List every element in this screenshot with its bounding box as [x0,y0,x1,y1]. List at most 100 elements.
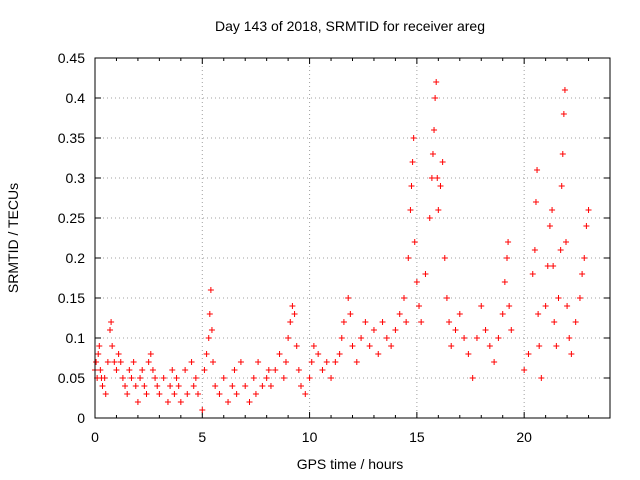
data-point [225,399,232,405]
data-point [139,367,146,373]
data-point [143,391,150,397]
data-point [441,255,448,261]
data-point [426,215,433,221]
data-point [184,391,191,397]
data-point [93,359,100,365]
y-tick-label: 0.3 [66,170,86,186]
data-point [154,383,161,389]
data-point [358,335,365,341]
data-point [141,383,148,389]
data-point [145,359,152,365]
data-point [550,263,557,269]
data-point [122,383,129,389]
data-point [280,375,287,381]
data-point [233,391,240,397]
data-point [97,367,104,373]
data-point [508,327,515,333]
data-point [563,239,570,245]
data-point [229,383,236,389]
data-point [132,383,139,389]
data-point [265,367,272,373]
data-point [323,359,330,365]
data-point [576,295,583,301]
data-point [411,239,418,245]
data-point [557,247,564,253]
data-point [134,399,141,405]
data-point [147,351,154,357]
data-point [416,303,423,309]
data-point [506,303,513,309]
data-point [434,175,441,181]
data-point [465,351,472,357]
data-point [581,255,588,261]
data-point [117,359,124,365]
data-point [521,367,528,373]
data-point [418,319,425,325]
data-point [302,391,309,397]
y-tick-label: 0.15 [58,290,85,306]
data-point [396,311,403,317]
data-point [287,319,294,325]
data-point [276,351,283,357]
data-point [220,375,227,381]
data-point [405,255,412,261]
data-point [291,311,298,317]
data-point [353,359,360,365]
data-point [437,183,444,189]
data-point [551,319,558,325]
data-point [332,359,339,365]
data-point [345,295,352,301]
data-point [152,375,159,381]
data-point [126,367,133,373]
y-tick-label: 0.05 [58,370,85,386]
data-point [370,327,377,333]
data-point [534,167,541,173]
data-point [456,311,463,317]
data-point [208,327,215,333]
data-point [379,319,386,325]
data-point [409,159,416,165]
data-point [96,343,103,349]
data-point [124,391,131,397]
data-point [407,207,414,213]
data-point [293,343,300,349]
data-point [328,375,335,381]
data-point [495,335,502,341]
data-point [188,359,195,365]
data-point [115,351,122,357]
data-point [525,351,532,357]
data-point [175,383,182,389]
data-point [529,271,536,277]
data-point [195,391,201,397]
data-point [101,375,108,381]
data-point [461,335,468,341]
data-point [95,351,102,357]
data-point [259,383,266,389]
data-point [446,319,453,325]
y-tick-labels: 0 0.05 0.1 0.15 0.2 0.25 0.3 0.35 0.4 0.45 [58,50,85,426]
data-point [137,375,144,381]
data-point [549,207,556,213]
data-point [263,375,270,381]
data-point [375,351,382,357]
data-point [443,295,450,301]
data-point [448,343,455,349]
data-point [532,199,539,205]
data-point [231,367,238,373]
data-point [349,343,356,349]
data-point [177,399,184,405]
y-axis-title: SRMTID / TECUs [5,183,21,293]
data-point [160,375,167,381]
data-point [388,343,395,349]
data-point [340,319,347,325]
data-point [473,335,480,341]
data-point [216,391,223,397]
y-tick-label: 0.45 [58,50,85,66]
data-point [298,383,304,389]
data-point [108,319,115,325]
data-point [410,135,417,141]
data-point [535,311,542,317]
data-point [542,303,549,309]
x-tick-label: 15 [409,429,425,445]
